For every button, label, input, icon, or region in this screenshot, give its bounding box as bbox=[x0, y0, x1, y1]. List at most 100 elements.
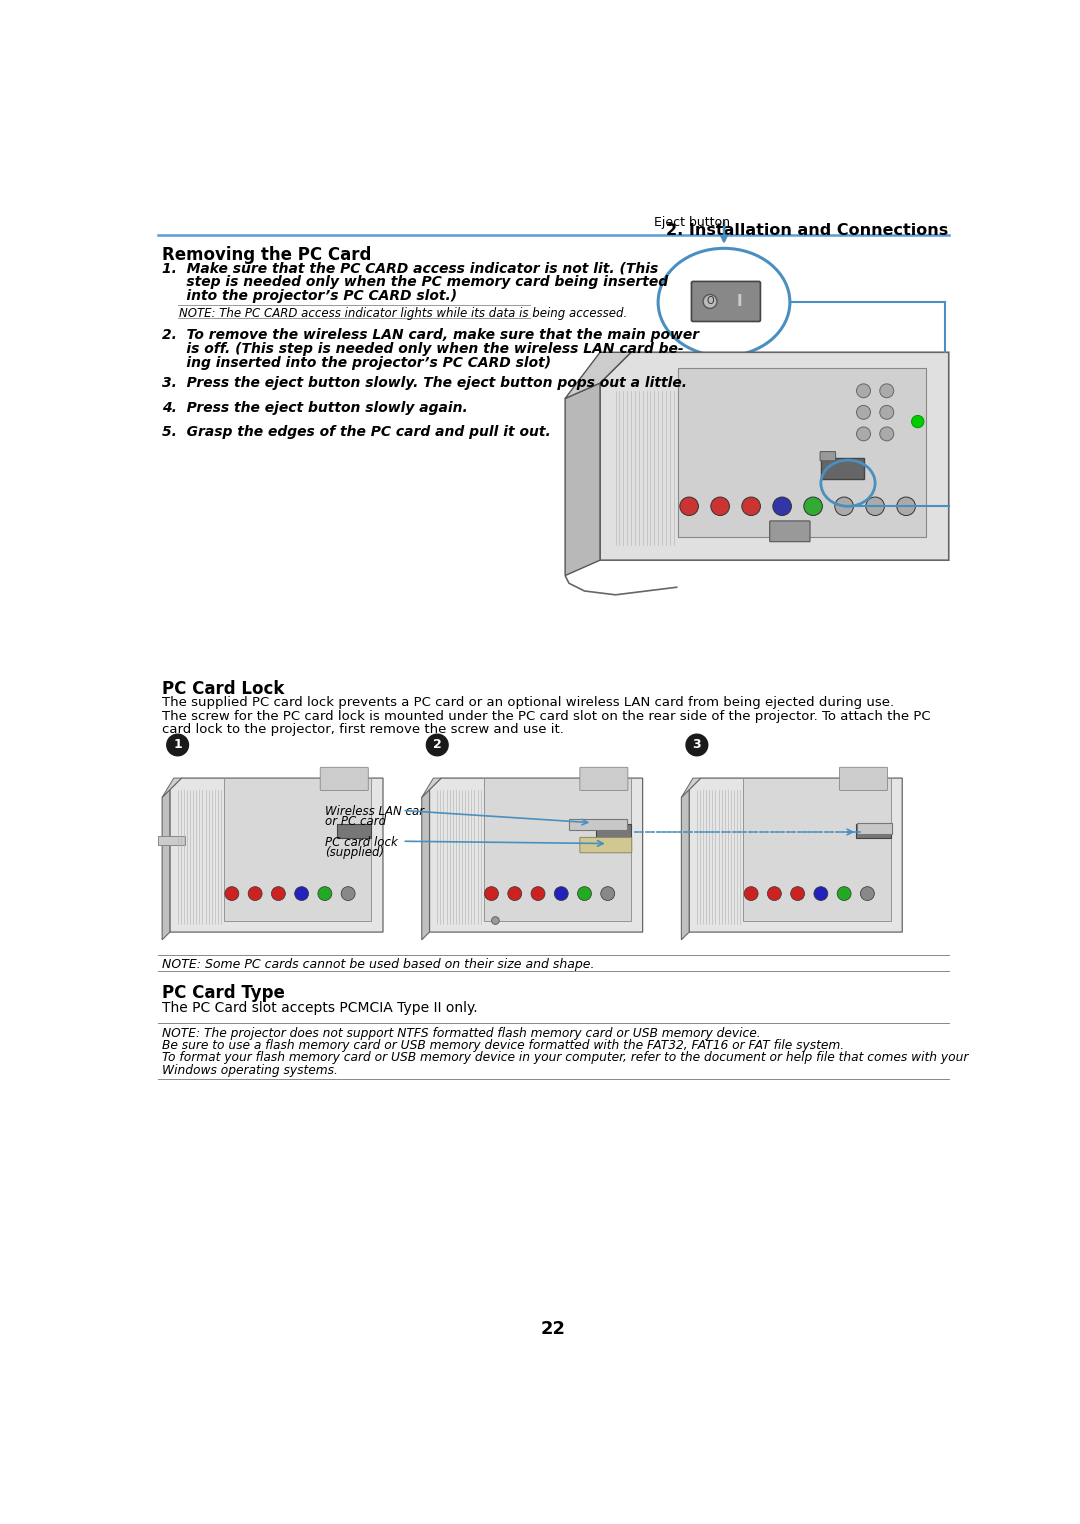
Polygon shape bbox=[170, 779, 383, 933]
Text: The screw for the PC card lock is mounted under the PC card slot on the rear sid: The screw for the PC card lock is mounte… bbox=[162, 710, 931, 722]
FancyBboxPatch shape bbox=[337, 824, 372, 838]
Polygon shape bbox=[681, 779, 701, 797]
FancyBboxPatch shape bbox=[820, 451, 836, 460]
Circle shape bbox=[837, 887, 851, 901]
Circle shape bbox=[861, 887, 875, 901]
Text: Windows operating systems.: Windows operating systems. bbox=[162, 1064, 338, 1077]
Text: 4.  Press the eject button slowly again.: 4. Press the eject button slowly again. bbox=[162, 401, 468, 415]
Polygon shape bbox=[600, 352, 948, 561]
Text: is off. (This step is needed only when the wireless LAN card be-: is off. (This step is needed only when t… bbox=[162, 343, 684, 357]
Text: Removing the PC Card: Removing the PC Card bbox=[162, 245, 372, 264]
Text: 2.  To remove the wireless LAN card, make sure that the main power: 2. To remove the wireless LAN card, make… bbox=[162, 328, 699, 343]
Text: card lock to the projector, first remove the screw and use it.: card lock to the projector, first remove… bbox=[162, 722, 564, 736]
Text: The supplied PC card lock prevents a PC card or an optional wireless LAN card fr: The supplied PC card lock prevents a PC … bbox=[162, 696, 894, 710]
Circle shape bbox=[814, 887, 828, 901]
Circle shape bbox=[856, 427, 870, 440]
Circle shape bbox=[508, 887, 522, 901]
Text: step is needed only when the PC memory card being inserted: step is needed only when the PC memory c… bbox=[162, 276, 669, 290]
Polygon shape bbox=[162, 779, 181, 797]
Polygon shape bbox=[565, 352, 631, 398]
Circle shape bbox=[880, 427, 894, 440]
FancyBboxPatch shape bbox=[839, 767, 888, 791]
FancyBboxPatch shape bbox=[596, 824, 631, 838]
Circle shape bbox=[318, 887, 332, 901]
Polygon shape bbox=[681, 789, 689, 940]
Circle shape bbox=[856, 384, 870, 398]
FancyBboxPatch shape bbox=[855, 824, 891, 838]
FancyBboxPatch shape bbox=[821, 457, 864, 480]
Circle shape bbox=[791, 887, 805, 901]
Circle shape bbox=[427, 735, 448, 756]
Circle shape bbox=[856, 405, 870, 419]
Text: 2: 2 bbox=[433, 739, 442, 751]
Circle shape bbox=[768, 887, 781, 901]
Circle shape bbox=[271, 887, 285, 901]
FancyBboxPatch shape bbox=[743, 779, 891, 920]
Circle shape bbox=[531, 887, 545, 901]
Circle shape bbox=[485, 887, 499, 901]
Circle shape bbox=[835, 497, 853, 515]
Circle shape bbox=[912, 416, 924, 428]
Text: 5.  Grasp the edges of the PC card and pull it out.: 5. Grasp the edges of the PC card and pu… bbox=[162, 425, 551, 439]
Circle shape bbox=[896, 497, 916, 515]
Text: The PC Card slot accepts PCMCIA Type II only.: The PC Card slot accepts PCMCIA Type II … bbox=[162, 1001, 477, 1015]
FancyBboxPatch shape bbox=[858, 823, 892, 834]
Circle shape bbox=[703, 294, 717, 308]
FancyBboxPatch shape bbox=[677, 367, 926, 536]
Polygon shape bbox=[162, 789, 170, 940]
Text: 3: 3 bbox=[692, 739, 701, 751]
Circle shape bbox=[880, 405, 894, 419]
Circle shape bbox=[711, 497, 729, 515]
Circle shape bbox=[225, 887, 239, 901]
FancyBboxPatch shape bbox=[321, 767, 368, 791]
Circle shape bbox=[744, 887, 758, 901]
FancyBboxPatch shape bbox=[691, 282, 760, 322]
Text: O: O bbox=[706, 297, 714, 306]
FancyBboxPatch shape bbox=[580, 767, 627, 791]
Polygon shape bbox=[689, 779, 902, 933]
Text: or PC card: or PC card bbox=[325, 815, 386, 828]
Text: Be sure to use a flash memory card or USB memory device formatted with the FAT32: Be sure to use a flash memory card or US… bbox=[162, 1039, 845, 1052]
Text: (supplied): (supplied) bbox=[325, 846, 384, 860]
Circle shape bbox=[341, 887, 355, 901]
Circle shape bbox=[773, 497, 792, 515]
Polygon shape bbox=[422, 779, 441, 797]
Polygon shape bbox=[422, 789, 430, 940]
Text: 2. Installation and Connections: 2. Installation and Connections bbox=[666, 223, 948, 238]
FancyBboxPatch shape bbox=[580, 837, 632, 853]
Text: NOTE: The projector does not support NTFS formatted flash memory card or USB mem: NOTE: The projector does not support NTF… bbox=[162, 1027, 760, 1039]
Polygon shape bbox=[159, 835, 186, 846]
Circle shape bbox=[742, 497, 760, 515]
Text: I: I bbox=[737, 294, 742, 309]
Circle shape bbox=[554, 887, 568, 901]
Text: ing inserted into the projector’s PC CARD slot): ing inserted into the projector’s PC CAR… bbox=[162, 357, 551, 370]
Text: NOTE: The PC CARD access indicator lights while its data is being accessed.: NOTE: The PC CARD access indicator light… bbox=[179, 306, 627, 320]
Circle shape bbox=[248, 887, 262, 901]
Circle shape bbox=[679, 497, 699, 515]
Text: PC Card Lock: PC Card Lock bbox=[162, 680, 284, 698]
Text: 22: 22 bbox=[541, 1320, 566, 1338]
FancyBboxPatch shape bbox=[225, 779, 372, 920]
Circle shape bbox=[686, 735, 707, 756]
Text: 1: 1 bbox=[173, 739, 183, 751]
Circle shape bbox=[600, 887, 615, 901]
Text: 1.  Make sure that the PC CARD access indicator is not lit. (This: 1. Make sure that the PC CARD access ind… bbox=[162, 262, 659, 276]
Circle shape bbox=[491, 917, 499, 925]
Circle shape bbox=[866, 497, 885, 515]
FancyBboxPatch shape bbox=[484, 779, 631, 920]
Circle shape bbox=[166, 735, 189, 756]
Text: 3.  Press the eject button slowly. The eject button pops out a little.: 3. Press the eject button slowly. The ej… bbox=[162, 376, 687, 390]
FancyBboxPatch shape bbox=[770, 521, 810, 541]
Polygon shape bbox=[430, 779, 643, 933]
Circle shape bbox=[578, 887, 592, 901]
Text: PC Card Type: PC Card Type bbox=[162, 985, 285, 1003]
Text: Wireless LAN car: Wireless LAN car bbox=[325, 805, 424, 818]
Text: PC card lock: PC card lock bbox=[325, 835, 397, 849]
FancyBboxPatch shape bbox=[569, 818, 627, 829]
Circle shape bbox=[880, 384, 894, 398]
Polygon shape bbox=[565, 383, 600, 576]
Circle shape bbox=[804, 497, 823, 515]
Text: To format your flash memory card or USB memory device in your computer, refer to: To format your flash memory card or USB … bbox=[162, 1052, 969, 1064]
Text: NOTE: Some PC cards cannot be used based on their size and shape.: NOTE: Some PC cards cannot be used based… bbox=[162, 959, 595, 971]
Text: into the projector’s PC CARD slot.): into the projector’s PC CARD slot.) bbox=[162, 290, 457, 303]
